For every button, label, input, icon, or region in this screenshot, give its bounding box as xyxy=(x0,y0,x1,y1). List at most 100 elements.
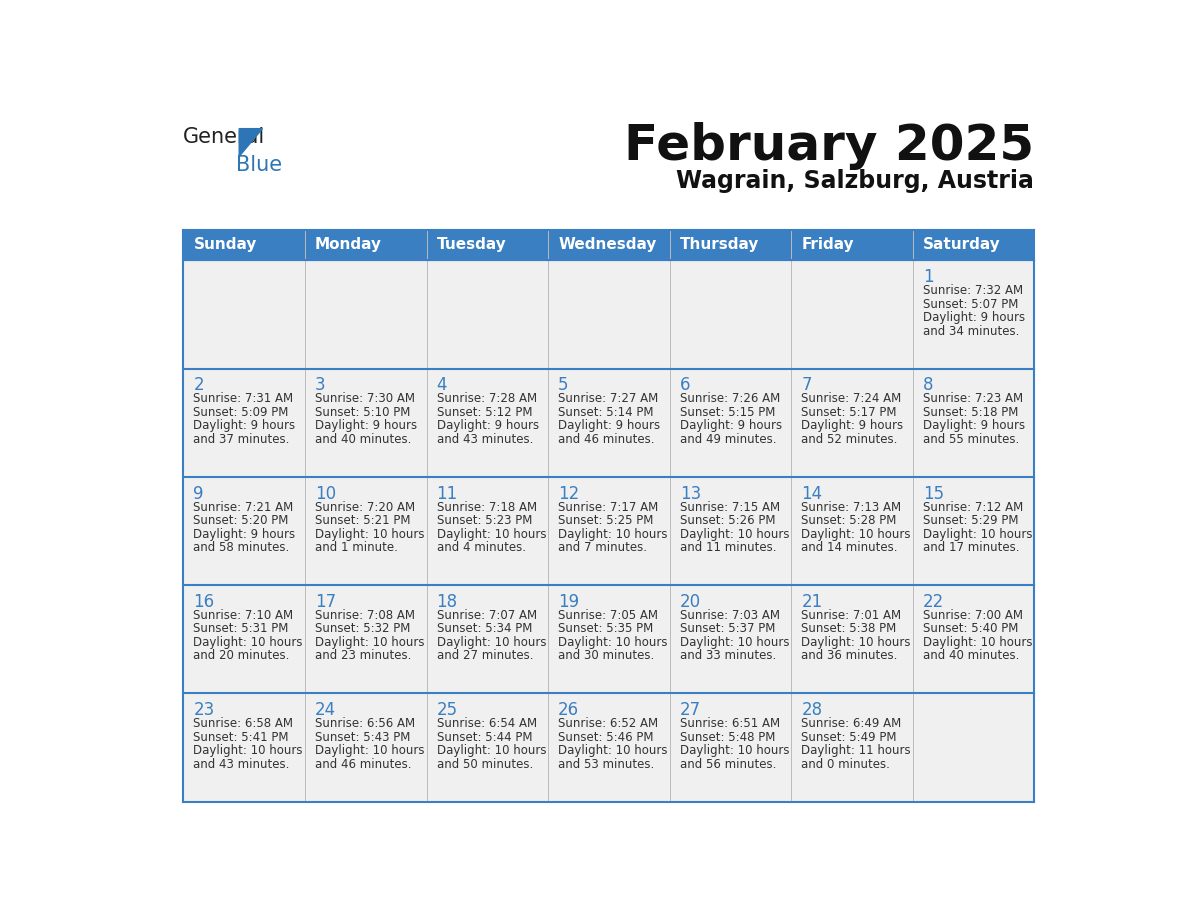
Text: February 2025: February 2025 xyxy=(624,122,1035,170)
Text: 3: 3 xyxy=(315,376,326,394)
Text: 5: 5 xyxy=(558,376,569,394)
Text: 18: 18 xyxy=(436,593,457,610)
Text: Daylight: 10 hours: Daylight: 10 hours xyxy=(801,528,911,541)
Text: Daylight: 9 hours: Daylight: 9 hours xyxy=(194,528,296,541)
Text: Sunset: 5:46 PM: Sunset: 5:46 PM xyxy=(558,731,653,744)
Bar xyxy=(183,230,305,261)
Text: Sunrise: 7:01 AM: Sunrise: 7:01 AM xyxy=(801,609,902,622)
Text: Wagrain, Salzburg, Austria: Wagrain, Salzburg, Austria xyxy=(676,170,1035,194)
Text: Sunset: 5:17 PM: Sunset: 5:17 PM xyxy=(801,406,897,419)
Bar xyxy=(426,585,548,693)
Text: and 34 minutes.: and 34 minutes. xyxy=(923,325,1019,338)
Text: 7: 7 xyxy=(801,376,811,394)
Bar xyxy=(305,230,426,261)
Text: Sunrise: 7:31 AM: Sunrise: 7:31 AM xyxy=(194,392,293,406)
Text: 27: 27 xyxy=(680,701,701,719)
Text: 1: 1 xyxy=(923,268,934,286)
Bar xyxy=(912,693,1035,801)
Text: Daylight: 9 hours: Daylight: 9 hours xyxy=(436,420,538,432)
Text: 15: 15 xyxy=(923,485,944,502)
Text: Sunset: 5:25 PM: Sunset: 5:25 PM xyxy=(558,514,653,527)
Bar xyxy=(305,585,426,693)
Bar xyxy=(183,368,305,476)
Text: Sunrise: 7:28 AM: Sunrise: 7:28 AM xyxy=(436,392,537,406)
Text: Daylight: 10 hours: Daylight: 10 hours xyxy=(558,744,668,757)
Text: Sunrise: 7:13 AM: Sunrise: 7:13 AM xyxy=(801,500,902,514)
Bar xyxy=(548,230,670,261)
Text: and 30 minutes.: and 30 minutes. xyxy=(558,649,655,663)
Text: Sunset: 5:14 PM: Sunset: 5:14 PM xyxy=(558,406,653,419)
Bar xyxy=(548,261,670,368)
Text: Sunset: 5:12 PM: Sunset: 5:12 PM xyxy=(436,406,532,419)
Text: Sunrise: 7:24 AM: Sunrise: 7:24 AM xyxy=(801,392,902,406)
Text: Daylight: 10 hours: Daylight: 10 hours xyxy=(436,636,546,649)
Bar xyxy=(791,585,912,693)
Text: Sunset: 5:15 PM: Sunset: 5:15 PM xyxy=(680,406,775,419)
Bar xyxy=(791,693,912,801)
Text: 28: 28 xyxy=(801,701,822,719)
Bar xyxy=(305,261,426,368)
Text: Sunset: 5:35 PM: Sunset: 5:35 PM xyxy=(558,622,653,635)
Text: Daylight: 10 hours: Daylight: 10 hours xyxy=(923,528,1032,541)
Text: and 46 minutes.: and 46 minutes. xyxy=(315,757,411,770)
Text: Sunset: 5:40 PM: Sunset: 5:40 PM xyxy=(923,622,1018,635)
Text: and 7 minutes.: and 7 minutes. xyxy=(558,541,647,554)
Text: Daylight: 10 hours: Daylight: 10 hours xyxy=(558,636,668,649)
Text: 20: 20 xyxy=(680,593,701,610)
Text: 8: 8 xyxy=(923,376,934,394)
Text: Sunrise: 7:00 AM: Sunrise: 7:00 AM xyxy=(923,609,1023,622)
Text: Daylight: 10 hours: Daylight: 10 hours xyxy=(680,528,789,541)
Text: Sunrise: 7:08 AM: Sunrise: 7:08 AM xyxy=(315,609,415,622)
Text: Sunset: 5:26 PM: Sunset: 5:26 PM xyxy=(680,514,776,527)
Text: 25: 25 xyxy=(436,701,457,719)
Text: Sunset: 5:34 PM: Sunset: 5:34 PM xyxy=(436,622,532,635)
Text: Sunset: 5:23 PM: Sunset: 5:23 PM xyxy=(436,514,532,527)
Text: 16: 16 xyxy=(194,593,215,610)
Text: 2: 2 xyxy=(194,376,204,394)
Text: Sunset: 5:09 PM: Sunset: 5:09 PM xyxy=(194,406,289,419)
Text: Tuesday: Tuesday xyxy=(436,238,506,252)
Text: Daylight: 10 hours: Daylight: 10 hours xyxy=(801,636,911,649)
Text: Sunrise: 6:51 AM: Sunrise: 6:51 AM xyxy=(680,717,779,730)
Text: Sunrise: 6:56 AM: Sunrise: 6:56 AM xyxy=(315,717,415,730)
Text: Sunrise: 7:17 AM: Sunrise: 7:17 AM xyxy=(558,500,658,514)
Bar xyxy=(791,368,912,476)
Bar xyxy=(912,476,1035,585)
Text: General: General xyxy=(183,127,266,147)
Text: and 14 minutes.: and 14 minutes. xyxy=(801,541,898,554)
Text: Daylight: 11 hours: Daylight: 11 hours xyxy=(801,744,911,757)
Text: Daylight: 9 hours: Daylight: 9 hours xyxy=(923,420,1025,432)
Text: and 52 minutes.: and 52 minutes. xyxy=(801,433,898,446)
Text: Daylight: 10 hours: Daylight: 10 hours xyxy=(436,744,546,757)
Text: and 43 minutes.: and 43 minutes. xyxy=(194,757,290,770)
Text: Sunset: 5:37 PM: Sunset: 5:37 PM xyxy=(680,622,775,635)
Text: Daylight: 10 hours: Daylight: 10 hours xyxy=(558,528,668,541)
Text: Sunrise: 7:12 AM: Sunrise: 7:12 AM xyxy=(923,500,1023,514)
Bar xyxy=(426,368,548,476)
Text: Sunset: 5:10 PM: Sunset: 5:10 PM xyxy=(315,406,410,419)
Text: Sunrise: 6:54 AM: Sunrise: 6:54 AM xyxy=(436,717,537,730)
Text: and 17 minutes.: and 17 minutes. xyxy=(923,541,1019,554)
Text: Sunrise: 7:26 AM: Sunrise: 7:26 AM xyxy=(680,392,781,406)
Text: and 40 minutes.: and 40 minutes. xyxy=(315,433,411,446)
Text: Sunrise: 7:03 AM: Sunrise: 7:03 AM xyxy=(680,609,779,622)
Bar xyxy=(670,476,791,585)
Text: and 43 minutes.: and 43 minutes. xyxy=(436,433,533,446)
Text: Blue: Blue xyxy=(236,155,283,174)
Bar xyxy=(183,693,305,801)
Text: 19: 19 xyxy=(558,593,580,610)
Text: and 0 minutes.: and 0 minutes. xyxy=(801,757,890,770)
Text: Daylight: 9 hours: Daylight: 9 hours xyxy=(558,420,661,432)
Text: Sunrise: 6:52 AM: Sunrise: 6:52 AM xyxy=(558,717,658,730)
Bar xyxy=(912,230,1035,261)
Text: Sunset: 5:21 PM: Sunset: 5:21 PM xyxy=(315,514,411,527)
Text: Daylight: 9 hours: Daylight: 9 hours xyxy=(801,420,903,432)
Text: Daylight: 10 hours: Daylight: 10 hours xyxy=(315,636,424,649)
Bar xyxy=(791,261,912,368)
Text: and 50 minutes.: and 50 minutes. xyxy=(436,757,533,770)
Text: Sunset: 5:07 PM: Sunset: 5:07 PM xyxy=(923,297,1018,310)
Text: and 23 minutes.: and 23 minutes. xyxy=(315,649,411,663)
Bar xyxy=(426,476,548,585)
Bar xyxy=(183,261,305,368)
Bar xyxy=(912,368,1035,476)
